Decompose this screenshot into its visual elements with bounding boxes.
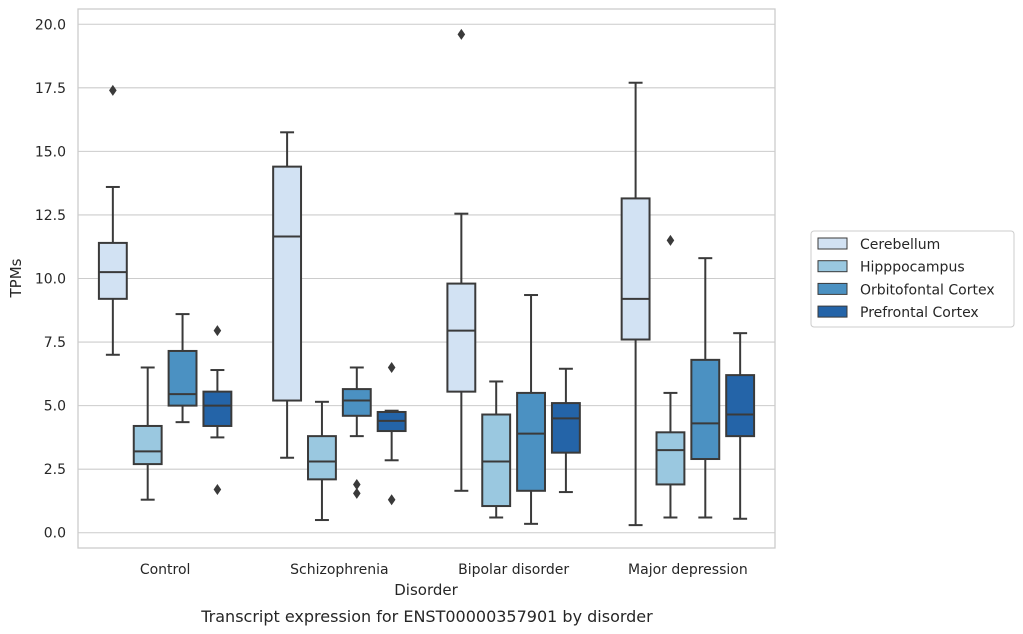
legend-frame (810, 230, 1015, 328)
outlier-point (109, 84, 117, 96)
legend-swatch (817, 305, 848, 318)
box-cerebellum (97, 84, 128, 356)
y-tick-label: 12.5 (35, 208, 66, 224)
box-iqr (655, 431, 686, 486)
box-iqr (516, 391, 546, 492)
box-orbitofontal-cortex (516, 294, 546, 525)
box-prefrontal-cortex (202, 325, 233, 496)
box-hipppocampus (307, 400, 337, 522)
box-iqr (620, 197, 651, 341)
box-orbitofontal-cortex (690, 257, 721, 519)
y-tick-label: 17.5 (35, 81, 66, 97)
box-iqr (97, 241, 128, 300)
y-axis-label: TPMs (7, 258, 25, 298)
box-iqr (132, 424, 163, 466)
legend-label: Orbitofontal Cortex (860, 282, 995, 298)
legend-swatch (817, 282, 848, 295)
box-cerebellum (620, 81, 651, 527)
outlier-point (457, 28, 466, 40)
x-tick-label: Schizophrenia (290, 562, 388, 578)
boxes (97, 28, 756, 527)
outlier-point (666, 234, 675, 246)
y-tick-label: 20.0 (35, 17, 66, 33)
box-iqr (690, 358, 721, 461)
y-tick-labels: 0.0 2.5 5.0 7.5 10.0 12.5 15.0 17.5 20.0 (35, 17, 66, 541)
legend-swatch (817, 237, 848, 250)
box-iqr (167, 349, 198, 407)
x-tick-label: Bipolar disorder (458, 562, 569, 578)
outlier-point (213, 484, 222, 496)
outlier-point (353, 478, 361, 490)
y-tick-label: 15.0 (35, 144, 66, 160)
x-tick-label: Control (140, 562, 191, 578)
box-iqr (272, 165, 303, 402)
x-tick-label: Major depression (628, 562, 748, 578)
box-hipppocampus (655, 234, 686, 519)
box-iqr (446, 282, 477, 393)
legend-swatch (817, 260, 848, 273)
box-hipppocampus (132, 366, 163, 501)
outlier-point (387, 361, 396, 373)
box-cerebellum (446, 28, 477, 492)
legend-label: Prefrontal Cortex (860, 305, 979, 321)
box-prefrontal-cortex (725, 332, 756, 520)
box-iqr (725, 374, 756, 438)
box-iqr (202, 390, 233, 427)
legend: Cerebellum Hipppocampus Orbitofontal Corte… (810, 230, 1015, 328)
y-tick-label: 7.5 (44, 335, 66, 351)
box-prefrontal-cortex (376, 361, 407, 506)
y-tick-label: 0.0 (44, 526, 66, 542)
box-iqr (481, 413, 512, 508)
y-tick-label: 2.5 (44, 462, 66, 478)
box-cerebellum (272, 131, 303, 459)
legend-label: Hipppocampus (860, 260, 965, 276)
x-tick-labels: Control Schizophrenia Bipolar disorder Majo… (140, 562, 748, 578)
outlier-point (387, 494, 396, 506)
y-tick-label: 10.0 (35, 272, 66, 288)
outlier-point (213, 325, 222, 337)
box-orbitofontal-cortex (167, 313, 198, 424)
y-tick-label: 5.0 (44, 399, 66, 415)
box-hipppocampus (481, 380, 512, 519)
box-iqr (307, 435, 337, 481)
legend-label: Cerebellum (860, 237, 940, 253)
box-iqr (341, 388, 372, 417)
box-prefrontal-cortex (550, 367, 581, 494)
plot-area-frame (77, 8, 776, 549)
box-orbitofontal-cortex (341, 366, 372, 499)
box-iqr (550, 402, 581, 454)
outlier-point (353, 487, 361, 499)
x-axis-label: Disorder (394, 581, 458, 599)
chart-caption: Transcript expression for ENST0000035790… (200, 607, 653, 626)
